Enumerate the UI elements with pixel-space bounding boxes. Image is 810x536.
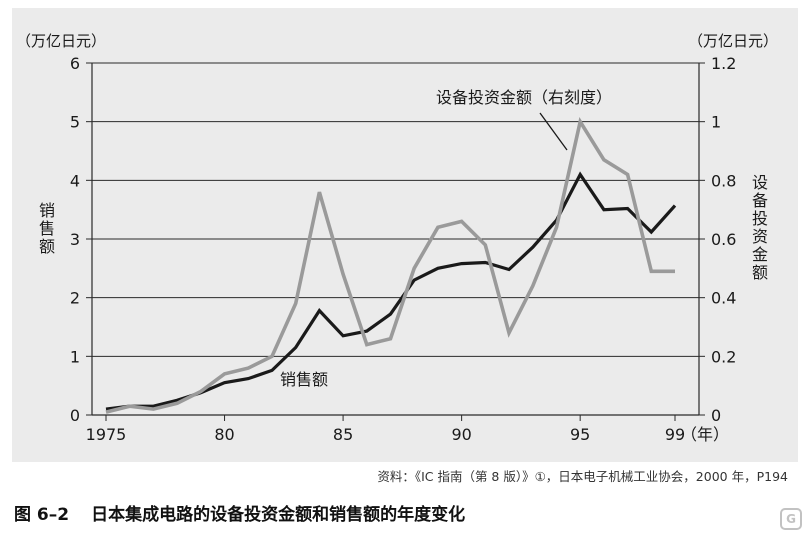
- left-tick-label: 5: [70, 113, 80, 132]
- figure-number: 图 6–2: [14, 505, 70, 525]
- x-tick-label: 90: [451, 425, 471, 444]
- figure-title: 日本集成电路的设备投资金额和销售额的年度变化: [91, 505, 466, 525]
- left-tick-label: 1: [70, 347, 80, 366]
- left-tick-label: 3: [70, 230, 80, 249]
- x-tick-label: 80: [214, 425, 234, 444]
- x-tick-label: 1975: [86, 425, 127, 444]
- x-tick-label: 99: [665, 425, 685, 444]
- source-note: 资料：《IC 指南（第 8 版）》①，日本电子机械工业协会，2000 年，P19…: [377, 469, 788, 484]
- right-tick-label: 0: [711, 406, 721, 425]
- right-tick-label: 0.4: [711, 289, 736, 308]
- equipment-investment-line: [105, 117, 675, 414]
- right-tick-label: 0.2: [711, 347, 736, 366]
- watermark-logo-icon: G: [780, 508, 802, 530]
- left-axis-title: 销售额: [39, 201, 55, 256]
- left-unit-label: （万亿日元）: [16, 32, 106, 50]
- x-unit-label: （年）: [681, 425, 729, 444]
- sales-line: [105, 171, 677, 411]
- figure-caption: 图 6–2 日本集成电路的设备投资金额和销售额的年度变化: [14, 500, 465, 525]
- x-tick-label: 85: [333, 425, 353, 444]
- right-tick-label: 1: [711, 113, 721, 132]
- left-tick-label: 2: [70, 289, 80, 308]
- annotation-sales: 销售额: [280, 370, 328, 389]
- right-unit-label: （万亿日元）: [688, 32, 778, 50]
- left-tick-label: 0: [70, 406, 80, 425]
- annotation-equipment: 设备投资金额（右刻度）: [436, 88, 612, 107]
- right-tick-label: 0.8: [711, 171, 736, 190]
- chart: 0 0 1 0.2 2 0.4 3 0.6 4 0.8 5 1 6 1.2 1975 80 85 90 95 99（年…: [16, 32, 778, 444]
- right-tick-label: 0.6: [711, 230, 736, 249]
- annotation-leader-line: [539, 112, 568, 151]
- right-tick-label: 1.2: [711, 54, 736, 73]
- watermark: G: [780, 508, 802, 530]
- left-tick-label: 4: [70, 171, 80, 190]
- x-tick-label: 95: [570, 425, 590, 444]
- right-axis-title: 设备投资金额: [752, 173, 768, 282]
- left-tick-label: 6: [70, 54, 80, 73]
- chart-panel: 0 0 1 0.2 2 0.4 3 0.6 4 0.8 5 1 6 1.2 1975 80 85 90 95 99 （年…: [12, 8, 798, 462]
